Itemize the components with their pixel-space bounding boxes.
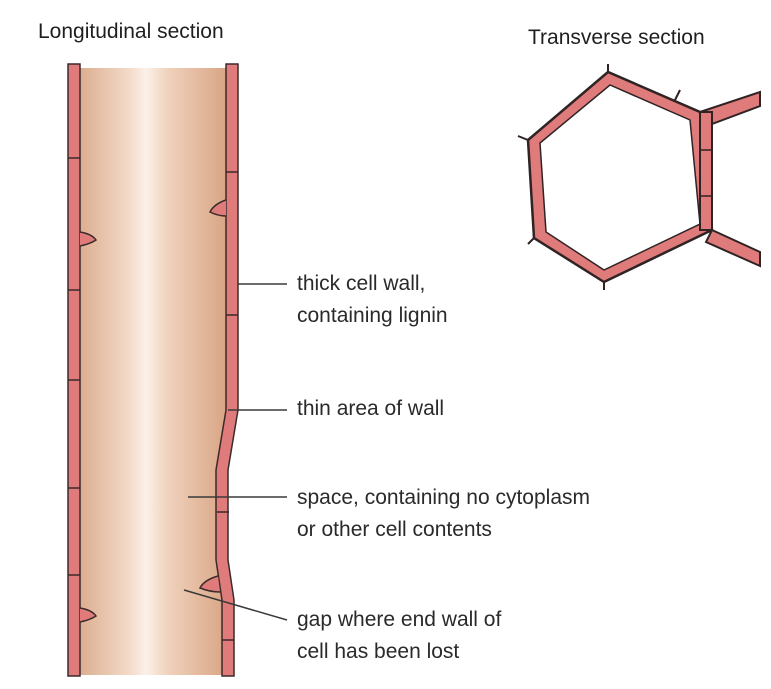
- label-line: thin area of wall: [297, 397, 445, 420]
- label-line: containing lignin: [297, 304, 448, 327]
- left-cell-wall: [67, 63, 98, 677]
- label-line: cell has been lost: [297, 640, 460, 663]
- transverse-section-title: Transverse section: [528, 26, 705, 49]
- label-line: thick cell wall,: [297, 272, 426, 295]
- transverse-cells: [517, 64, 761, 290]
- label-gap-end-wall: gap where end wall of cell has been lost: [297, 604, 501, 668]
- label-line: space, containing no cytoplasm: [297, 486, 591, 509]
- leader-gap: [183, 589, 288, 621]
- longitudinal-section-title: Longitudinal section: [38, 20, 224, 43]
- label-space: space, containing no cytoplasm or other …: [297, 482, 590, 546]
- vessel-lumen: [80, 68, 226, 675]
- label-line: gap where end wall of: [297, 608, 502, 631]
- label-thin-area-of-wall: thin area of wall: [297, 393, 444, 425]
- neighbour-cell-bottom: [704, 228, 761, 268]
- label-thick-cell-wall: thick cell wall, containing lignin: [297, 268, 448, 332]
- label-line: or other cell contents: [297, 518, 492, 541]
